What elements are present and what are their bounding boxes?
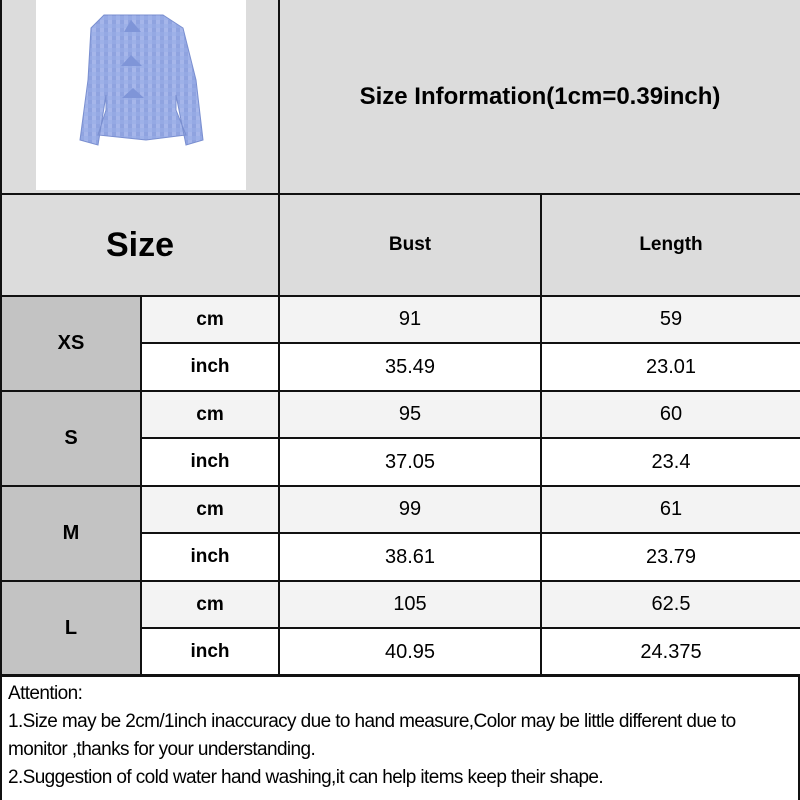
page-title: Size Information(1cm=0.39inch) (278, 0, 800, 195)
length-cm: 62.5 (540, 580, 800, 629)
unit-inch: inch (140, 437, 280, 487)
product-image (36, 0, 246, 190)
bust-cm: 105 (278, 580, 542, 629)
attention-line-1: 1.Size may be 2cm/1inch inaccuracy due t… (8, 711, 736, 760)
bust-inch: 38.61 (278, 532, 542, 582)
unit-cm: cm (140, 295, 280, 344)
length-header: Length (540, 193, 800, 297)
unit-cm: cm (140, 485, 280, 534)
length-inch: 23.79 (540, 532, 800, 582)
bust-header: Bust (278, 193, 542, 297)
unit-inch: inch (140, 342, 280, 392)
size-label: XS (0, 295, 142, 392)
unit-inch: inch (140, 627, 280, 677)
unit-inch: inch (140, 532, 280, 582)
bust-cm: 91 (278, 295, 542, 344)
blouse-illustration (79, 14, 204, 146)
length-cm: 61 (540, 485, 800, 534)
attention-heading: Attention: (8, 683, 83, 704)
image-cell (0, 0, 280, 195)
unit-cm: cm (140, 580, 280, 629)
attention-notes: Attention: 1.Size may be 2cm/1inch inacc… (0, 674, 800, 800)
length-cm: 59 (540, 295, 800, 344)
unit-cm: cm (140, 390, 280, 439)
length-inch: 23.4 (540, 437, 800, 487)
size-label: S (0, 390, 142, 487)
length-inch: 24.375 (540, 627, 800, 677)
bust-inch: 35.49 (278, 342, 542, 392)
bust-cm: 99 (278, 485, 542, 534)
bust-cm: 95 (278, 390, 542, 439)
bust-inch: 40.95 (278, 627, 542, 677)
size-label: M (0, 485, 142, 582)
bust-inch: 37.05 (278, 437, 542, 487)
length-inch: 23.01 (540, 342, 800, 392)
attention-line-2: 2.Suggestion of cold water hand washing,… (8, 767, 604, 788)
size-header: Size (0, 193, 280, 297)
length-cm: 60 (540, 390, 800, 439)
size-label: L (0, 580, 142, 677)
